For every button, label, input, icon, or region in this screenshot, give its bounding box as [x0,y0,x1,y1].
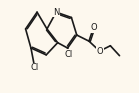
Text: O: O [90,23,97,32]
Text: O: O [96,47,103,56]
Text: N: N [53,8,59,17]
Text: Cl: Cl [65,50,73,59]
Text: Cl: Cl [31,63,39,72]
